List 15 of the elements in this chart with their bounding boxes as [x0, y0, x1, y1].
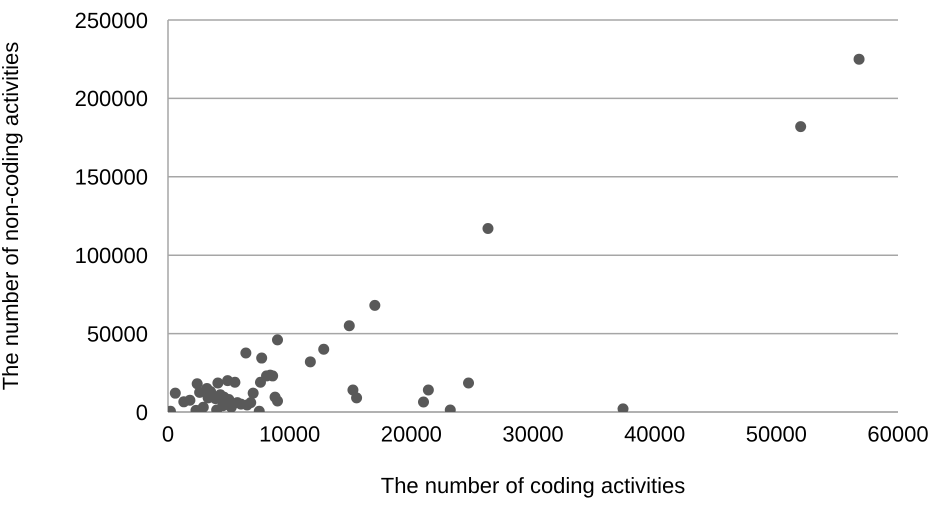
x-tick-label: 10000 [259, 422, 320, 447]
x-axis-title: The number of coding activities [380, 473, 686, 498]
x-tick-label: 60000 [867, 422, 929, 447]
x-tick-label: 40000 [624, 422, 686, 447]
y-tick-label: 250000 [74, 8, 148, 33]
x-tick-label: 20000 [380, 422, 442, 447]
x-tick-label: 50000 [746, 422, 807, 447]
x-tick-label: 30000 [502, 422, 564, 447]
x-tick-label: 0 [162, 422, 174, 447]
y-tick-label: 100000 [74, 243, 148, 268]
y-tick-label: 0 [136, 400, 148, 425]
y-tick-label: 200000 [74, 86, 148, 112]
y-axis-title: The number of non-coding activities [0, 42, 23, 390]
y-tick-label: 150000 [74, 164, 148, 190]
y-tick-label: 50000 [86, 321, 148, 346]
